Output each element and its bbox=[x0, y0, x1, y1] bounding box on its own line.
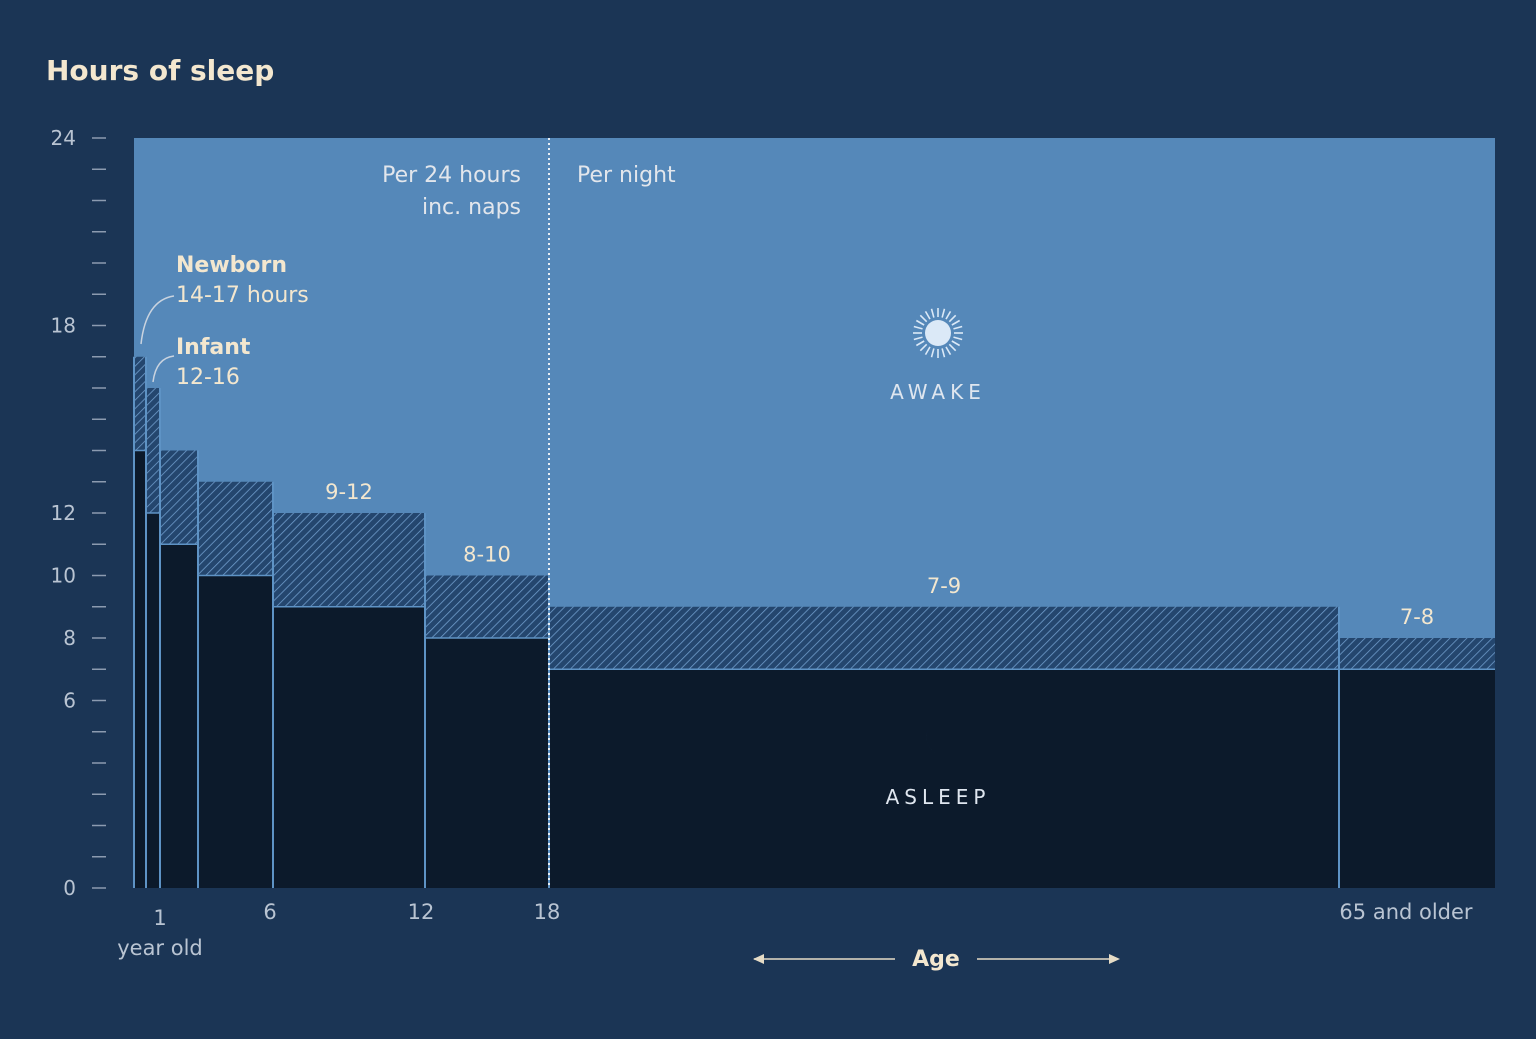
sun-ray-20 bbox=[945, 310, 952, 320]
y-tick-label-8: 8 bbox=[63, 626, 76, 650]
sun-ray-5 bbox=[941, 348, 946, 358]
x-tick-label-0: 1 bbox=[153, 906, 166, 930]
x-axis: 1 6 12 18 65 and older year old bbox=[117, 900, 1473, 960]
range-bar-6 bbox=[549, 606, 1339, 670]
awake-label: AWAKE bbox=[890, 380, 986, 404]
asleep-bar-3 bbox=[198, 575, 273, 888]
asleep-bar-7 bbox=[1339, 669, 1495, 888]
x-tick-label-2: 12 bbox=[408, 900, 435, 924]
x-tick-label-4: 65 and older bbox=[1339, 900, 1473, 924]
sun-core bbox=[925, 320, 951, 346]
range-value-label-6: 7-9 bbox=[927, 574, 961, 598]
per-night-label: Per night bbox=[577, 163, 676, 188]
sun-ray-16 bbox=[924, 310, 931, 320]
asleep-bar-2 bbox=[160, 544, 198, 888]
y-tick-label-10: 10 bbox=[51, 564, 76, 588]
sun-ray-13 bbox=[913, 325, 923, 330]
sun-ray-21 bbox=[948, 314, 957, 323]
x-tick-label-3: 18 bbox=[534, 900, 561, 924]
sun-ray-11 bbox=[913, 336, 923, 341]
chart-title: Hours of sleep bbox=[46, 54, 274, 87]
sun-ray-17 bbox=[930, 308, 935, 318]
sun-ray-8 bbox=[924, 346, 931, 356]
annotations: Per 24 hours inc. naps Per night AWAKE A… bbox=[140, 163, 1120, 972]
range-bar-4 bbox=[273, 513, 425, 607]
range-bar-2 bbox=[160, 450, 198, 545]
plot-area: 9-12 8-10 7-9 7-8 bbox=[133, 138, 1495, 888]
y-tick-label-24: 24 bbox=[51, 126, 76, 150]
age-arrow-left bbox=[753, 954, 895, 964]
sun-icon bbox=[913, 308, 963, 358]
y-tick-label-0: 0 bbox=[63, 876, 76, 900]
x-tick-label-1: 6 bbox=[263, 900, 276, 924]
x-axis-title: Age bbox=[912, 947, 960, 972]
asleep-bar-5 bbox=[425, 638, 549, 888]
sun-ray-10 bbox=[915, 340, 925, 347]
range-bar-0 bbox=[134, 356, 146, 451]
range-bar-7 bbox=[1339, 638, 1495, 670]
range-value-label-7: 7-8 bbox=[1400, 605, 1434, 629]
y-tick-label-6: 6 bbox=[63, 689, 76, 713]
y-axis: 0 6 8 10 12 18 24 bbox=[51, 126, 106, 900]
range-bar-5 bbox=[425, 575, 549, 638]
asleep-bar-1 bbox=[146, 513, 160, 888]
x-tick-sublabel: year old bbox=[117, 936, 203, 960]
infant-leader-line bbox=[152, 355, 175, 383]
sun-ray-1 bbox=[953, 336, 963, 341]
age-arrow-right bbox=[977, 954, 1120, 964]
asleep-bar-6 bbox=[549, 669, 1339, 888]
sun-ray-9 bbox=[919, 343, 928, 352]
per-24h-label-line2: inc. naps bbox=[422, 195, 521, 220]
infant-name-label: Infant bbox=[176, 335, 251, 360]
sun-ray-7 bbox=[930, 348, 935, 358]
sun-ray-23 bbox=[953, 325, 963, 330]
sun-ray-2 bbox=[951, 340, 961, 347]
newborn-name-label: Newborn bbox=[176, 253, 287, 278]
newborn-leader-line bbox=[140, 295, 175, 345]
sun-ray-22 bbox=[951, 319, 961, 326]
y-tick-label-12: 12 bbox=[51, 501, 76, 525]
range-value-label-4: 9-12 bbox=[325, 480, 373, 504]
per-24h-label-line1: Per 24 hours bbox=[382, 163, 521, 188]
range-value-label-5: 8-10 bbox=[463, 543, 511, 567]
asleep-bar-4 bbox=[273, 606, 425, 888]
sun-ray-3 bbox=[948, 343, 957, 352]
sun-ray-14 bbox=[915, 319, 925, 326]
y-tick-label-18: 18 bbox=[51, 314, 76, 338]
asleep-label: ASLEEP bbox=[886, 785, 991, 809]
range-bar-3 bbox=[198, 481, 273, 576]
sun-ray-19 bbox=[941, 308, 946, 318]
asleep-bar-0 bbox=[134, 450, 146, 888]
newborn-range-label: 14-17 hours bbox=[176, 283, 309, 308]
sun-ray-4 bbox=[945, 346, 952, 356]
sun-ray-15 bbox=[919, 314, 928, 323]
infant-range-label: 12-16 bbox=[176, 365, 240, 390]
range-bar-1 bbox=[146, 388, 160, 513]
